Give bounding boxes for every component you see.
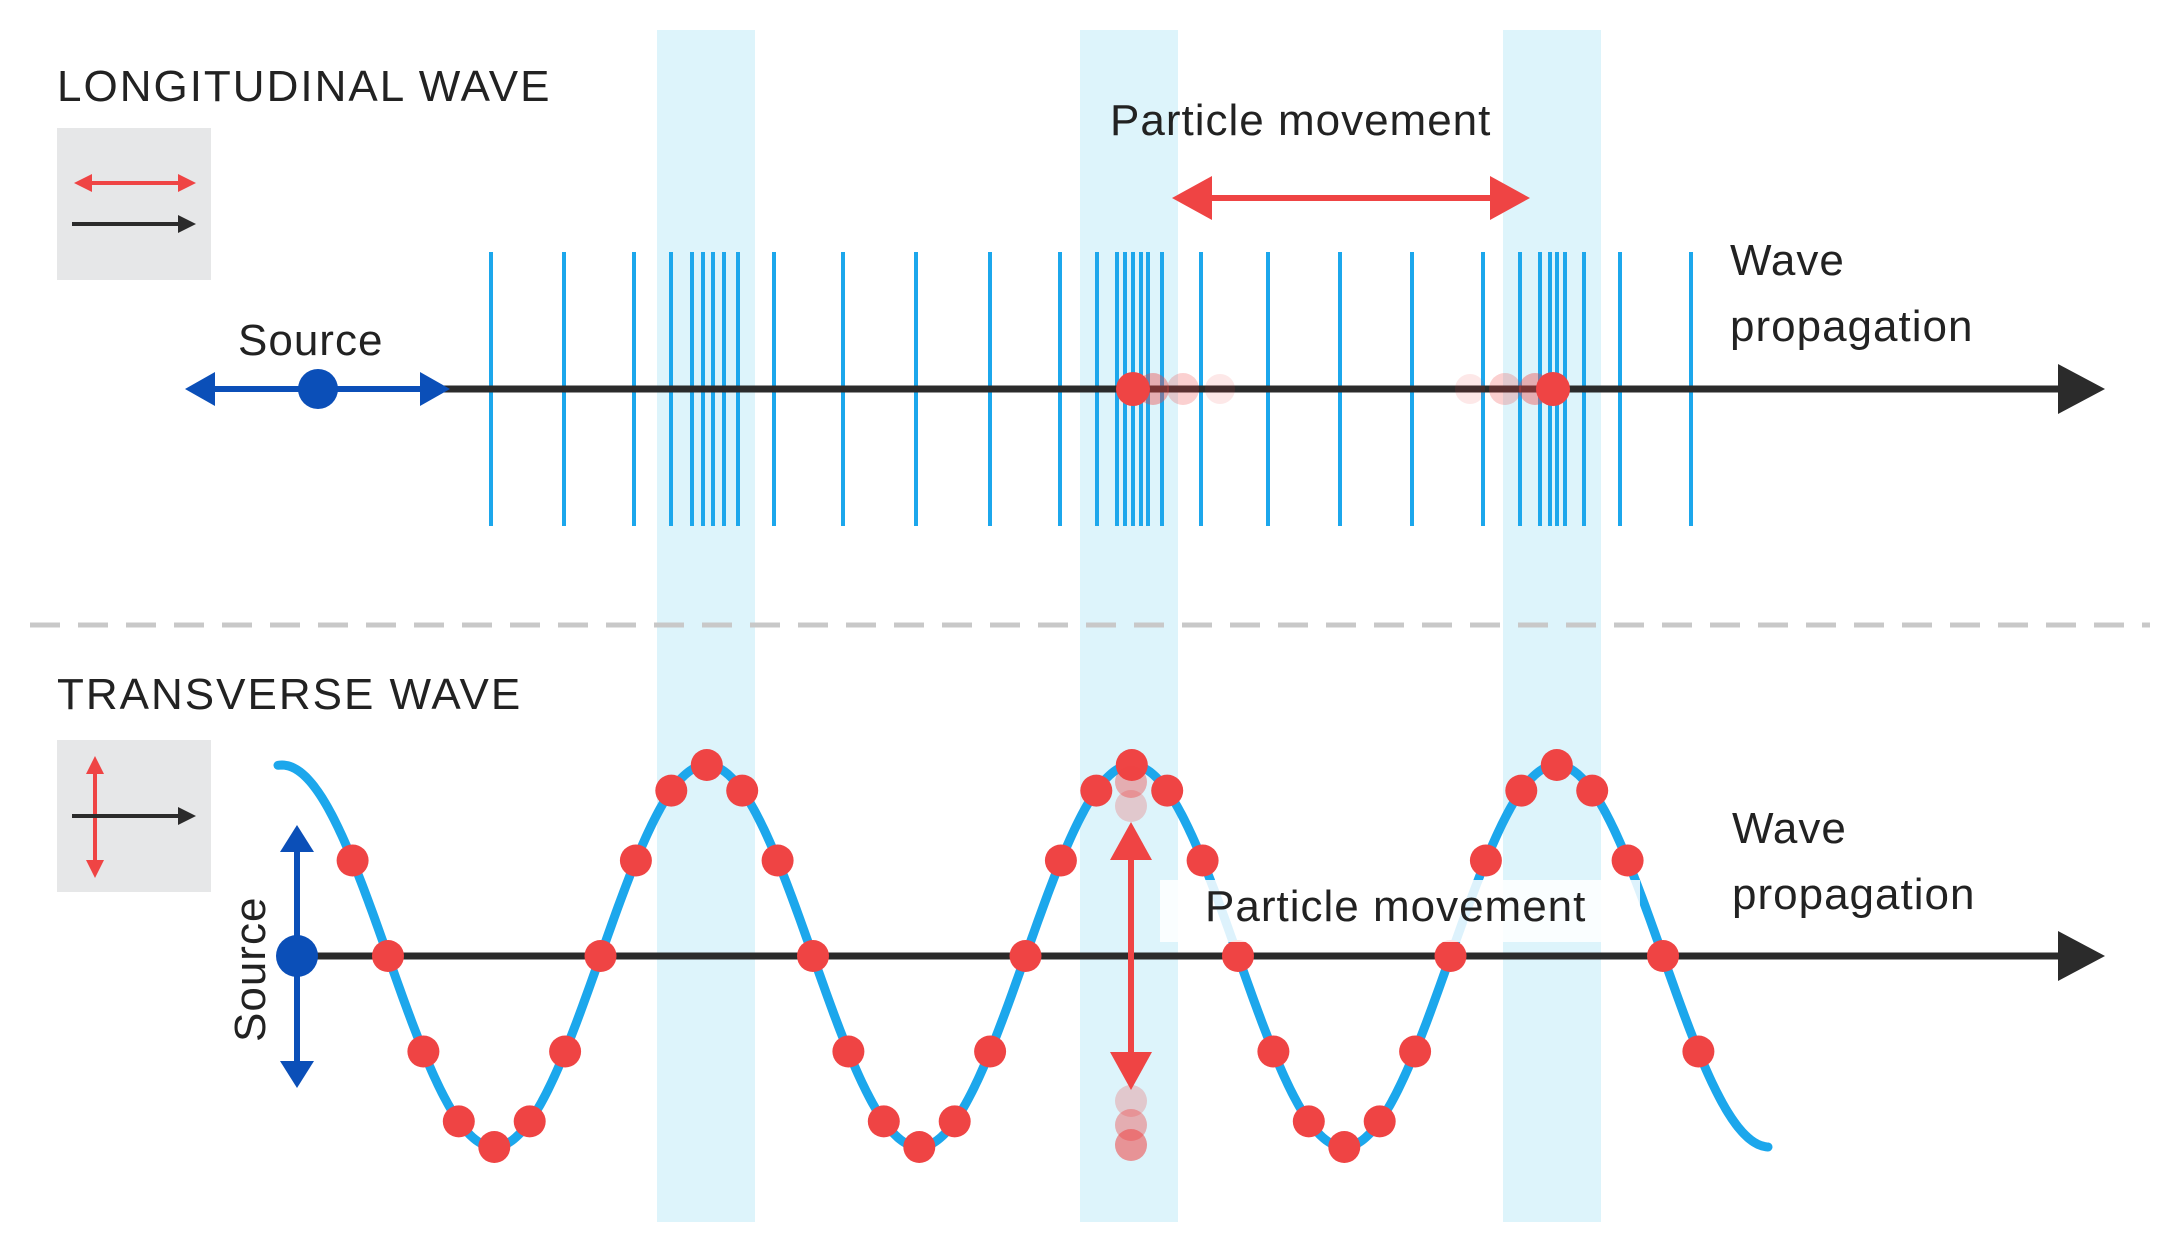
sine-particles <box>336 749 1715 1163</box>
particle-ghost <box>1455 374 1485 404</box>
particle-ghost <box>1167 373 1199 405</box>
longitudinal-title: LONGITUDINAL WAVE <box>57 62 552 111</box>
particle <box>867 1105 900 1138</box>
transverse-source-label: Source <box>226 896 275 1042</box>
longitudinal-axis-arrowhead <box>2058 364 2105 414</box>
particle-ghost <box>1489 373 1521 405</box>
particle <box>797 940 829 972</box>
longitudinal-particle-label: Particle movement <box>1110 96 1492 145</box>
particle <box>478 1131 511 1163</box>
propagation-line-1: Wave <box>1732 804 1847 853</box>
particle-ghost <box>1115 766 1147 798</box>
particle <box>1044 844 1077 877</box>
transverse-particle-label: Particle movement <box>1205 882 1587 931</box>
particle <box>372 940 404 972</box>
particle <box>1186 844 1219 877</box>
transverse-legend <box>57 740 211 892</box>
propagation-line-2: propagation <box>1732 870 1976 919</box>
particle <box>584 940 617 972</box>
particle <box>1222 940 1254 972</box>
particle <box>336 844 369 877</box>
longitudinal-legend <box>57 128 211 280</box>
particle <box>1576 774 1609 807</box>
particle <box>1080 774 1113 807</box>
particle <box>1540 749 1573 781</box>
particle <box>442 1105 475 1138</box>
transverse-particle-arrow <box>1110 766 1152 1161</box>
particle <box>1328 1131 1361 1163</box>
particle-ghost <box>1115 1129 1147 1161</box>
longitudinal-particle-arrow <box>1172 176 1530 220</box>
particle <box>1151 774 1184 807</box>
source-dot <box>298 369 338 409</box>
particle <box>1536 372 1570 406</box>
particle <box>1469 844 1502 877</box>
transverse-source <box>276 825 318 1088</box>
particle <box>1292 1105 1325 1138</box>
longitudinal-propagation-label: Wave propagation <box>1730 228 1973 360</box>
double-arrow-vertical-icon <box>72 756 196 878</box>
source-dot <box>276 935 318 977</box>
double-arrow-horizontal-icon <box>72 174 196 233</box>
particle <box>1399 1035 1432 1068</box>
particle <box>407 1035 440 1068</box>
particle <box>726 774 759 807</box>
propagation-line-2: propagation <box>1730 302 1974 351</box>
label-backdrop <box>1160 880 1640 942</box>
particle <box>832 1035 865 1068</box>
transverse-axis-arrowhead <box>2058 931 2105 981</box>
particle <box>690 749 723 781</box>
transverse-propagation-label: Wave propagation <box>1732 796 1975 928</box>
particle <box>1434 940 1467 972</box>
particle-ghost <box>1115 1085 1147 1117</box>
particle <box>1647 940 1679 972</box>
particle <box>655 774 688 807</box>
particle <box>1363 1105 1396 1138</box>
longitudinal-source-label: Source <box>238 316 384 365</box>
particle <box>513 1105 546 1138</box>
particle-ghost <box>1205 374 1235 404</box>
particle <box>1505 774 1538 807</box>
particle <box>1611 844 1644 877</box>
longitudinal-particles <box>1116 372 1570 406</box>
particle <box>1257 1035 1290 1068</box>
particle <box>1009 940 1042 972</box>
particle-ghost <box>1115 790 1147 822</box>
particle <box>619 844 652 877</box>
particle <box>974 1035 1007 1068</box>
compression-lines <box>489 252 1693 526</box>
particle <box>1115 749 1148 781</box>
particle <box>761 844 794 877</box>
particle <box>938 1105 971 1138</box>
propagation-line-1: Wave <box>1730 236 1845 285</box>
particle <box>1682 1035 1715 1068</box>
particle <box>549 1035 582 1068</box>
transverse-title: TRANSVERSE WAVE <box>57 670 523 719</box>
particle <box>1116 372 1150 406</box>
particle <box>903 1131 936 1163</box>
longitudinal-source <box>185 369 450 409</box>
